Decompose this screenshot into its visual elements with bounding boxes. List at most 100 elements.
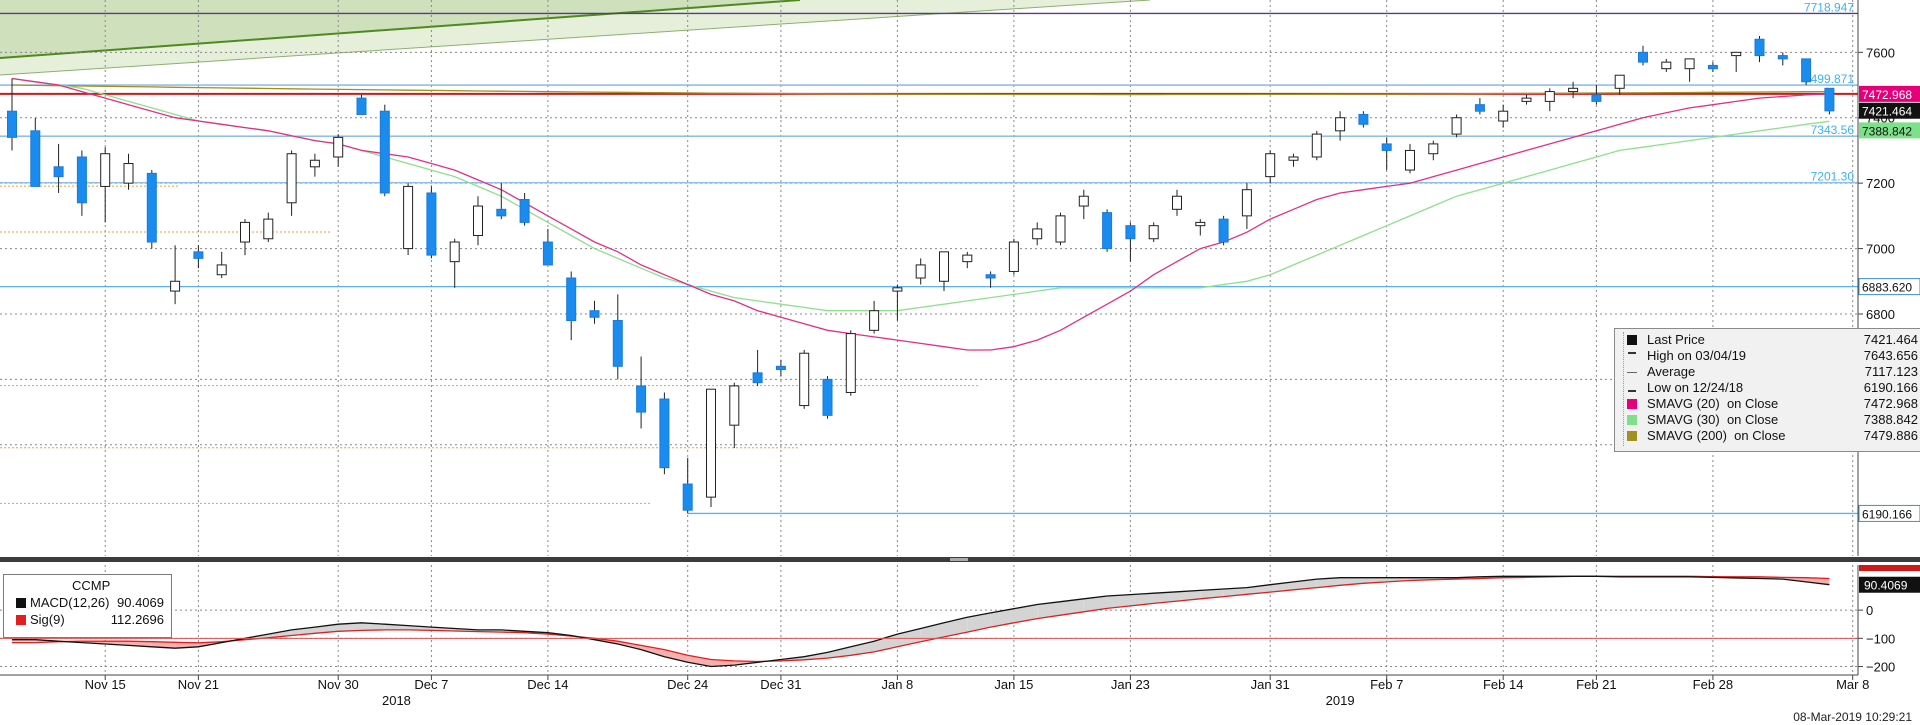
candle-body	[216, 264, 227, 276]
macd-fill	[1806, 577, 1830, 585]
candle-body	[1358, 113, 1369, 125]
macd-fill	[1060, 598, 1084, 616]
macd-fill	[944, 617, 968, 637]
macd-fill	[361, 622, 385, 631]
macd-fill	[850, 641, 875, 656]
macd-legend[interactable]: CCMP MACD(12,26) 90.4069 Sig(9) 112.2696	[3, 574, 172, 638]
candle-body	[1078, 195, 1089, 207]
candle-body	[1218, 218, 1229, 243]
candle-body	[1591, 94, 1602, 102]
candle-body	[123, 163, 134, 184]
candle-body	[1032, 228, 1043, 240]
candle-body	[426, 192, 437, 256]
x-tick-label: Feb 28	[1693, 677, 1733, 692]
candle-body	[309, 159, 320, 168]
legend-label: Last Price	[1647, 332, 1705, 347]
price-tag-box	[1859, 102, 1920, 119]
macd-line	[12, 575, 1830, 668]
legend-value: 7479.886	[1863, 428, 1918, 443]
x-tick-label: Jan 23	[1111, 677, 1150, 692]
trend-line	[0, 0, 801, 59]
candle-body	[752, 372, 763, 384]
macd-fill	[1153, 591, 1177, 604]
x-tick-label: Nov 15	[85, 677, 126, 692]
macd-fill	[338, 622, 362, 632]
legend-swatch	[1627, 399, 1637, 409]
legend-swatch	[1627, 431, 1637, 441]
signal-legend-row: Sig(9) 112.2696	[10, 612, 166, 628]
candle-body	[170, 280, 181, 292]
candle-body	[985, 274, 996, 279]
macd-tick-label: −100	[1866, 631, 1895, 646]
x-tick-label: Feb 7	[1370, 677, 1403, 692]
macd-fill	[641, 645, 665, 657]
legend-grip[interactable]	[1617, 332, 1624, 446]
macd-fill	[1386, 577, 1410, 582]
candle-body	[892, 287, 903, 292]
candle-body	[706, 388, 716, 498]
candle-body	[1754, 38, 1765, 57]
candle-body	[1195, 221, 1206, 227]
candle-body	[30, 130, 41, 187]
candle-body	[193, 251, 204, 259]
macd-label: MACD(12,26)	[30, 595, 110, 610]
macd-fill	[687, 655, 711, 667]
candle-body	[799, 352, 810, 407]
candle-body	[566, 277, 577, 322]
price-tag-label: 7388.842	[1862, 124, 1912, 138]
x-tick-label: Jan 31	[1251, 677, 1290, 692]
sma200-line	[11, 84, 1830, 96]
level-tag-label: 6883.620	[1862, 281, 1912, 295]
price-tag-label: 7472.968	[1862, 88, 1912, 102]
level-tag-box	[1858, 504, 1920, 522]
macd-panel: 0 −100 −200 90.4069 Nov 15 Nov 21 Nov 30 Dec 7 D…	[0, 565, 1920, 708]
candle-body	[1172, 195, 1182, 210]
candle-body	[729, 385, 740, 426]
candle-body	[449, 241, 460, 263]
price-tick-label: 7200	[1866, 176, 1895, 191]
timestamp: 08-Mar-2019 10:29:21	[1793, 710, 1912, 724]
candle-body	[1451, 117, 1462, 135]
legend[interactable]: Last Price 7421.464 High on 03/04/19 7643.6…	[1614, 328, 1920, 452]
candle-body	[1405, 149, 1415, 171]
level-label: 7343.56	[1811, 123, 1855, 137]
macd-fill	[827, 646, 851, 659]
candle-body	[1102, 212, 1113, 250]
macd-fill	[664, 649, 688, 663]
legend-swatch	[1627, 415, 1637, 425]
candle-body	[636, 385, 647, 413]
legend-swatch	[1628, 390, 1636, 392]
candle-body	[589, 310, 600, 318]
candle-body	[845, 333, 856, 393]
candle-body	[962, 254, 973, 263]
legend-item: SMAVG (200) on Close 7479.886	[1615, 428, 1920, 444]
macd-fill	[1013, 604, 1038, 623]
macd-tag-label: 90.4069	[1864, 579, 1908, 593]
candle-body	[915, 264, 926, 279]
x-tick-label: Nov 30	[318, 677, 359, 692]
level-label: 7499.871	[1804, 72, 1854, 86]
candle-body	[1638, 51, 1648, 63]
legend-value: 7421.464	[1863, 332, 1918, 347]
price-tick-label: 6800	[1866, 307, 1895, 322]
candle-body	[1125, 225, 1136, 240]
candle-body	[76, 156, 87, 204]
signal-value: 112.2696	[110, 612, 164, 627]
candle-body	[379, 110, 390, 194]
candle-body	[473, 205, 483, 236]
candle-body	[1055, 215, 1066, 243]
candle-body	[682, 483, 693, 511]
level-tag-box	[1858, 278, 1920, 296]
macd-tag-box	[1859, 576, 1920, 593]
candle-body	[240, 221, 250, 243]
candle-body	[1148, 225, 1159, 240]
x-tick-label: Dec 14	[527, 677, 568, 692]
macd-fill	[1316, 577, 1341, 588]
macd-swatch	[16, 598, 26, 608]
candle-body	[333, 136, 344, 158]
candle-body	[1684, 58, 1695, 70]
candle-body	[1474, 104, 1485, 112]
candle-body	[1544, 91, 1555, 102]
signal-line	[12, 575, 1830, 663]
